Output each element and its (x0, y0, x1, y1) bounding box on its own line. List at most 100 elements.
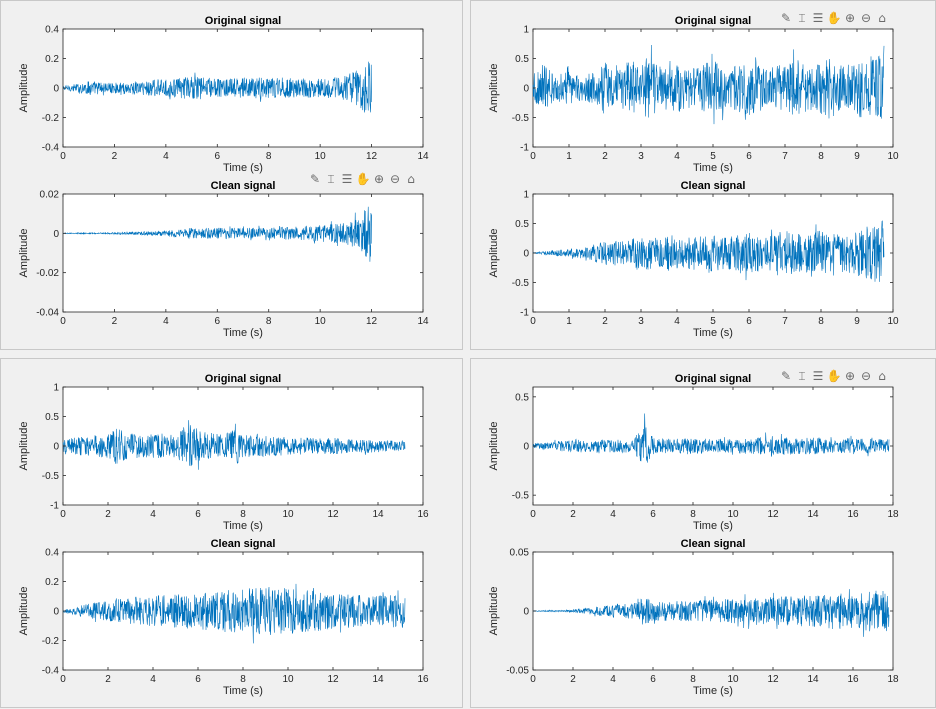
home-icon[interactable]: ⌂ (878, 369, 886, 383)
x-tick-label: 0 (530, 674, 536, 685)
subplot-clean: 0 2 4 6 8 10 12 14 16 -0.4 -0.2 0 0.2 0.4 Clean signal… (18, 538, 429, 697)
data-tip-icon[interactable]: ⌶ (798, 10, 806, 25)
plot-title: Original signal (205, 373, 281, 385)
data-tip-icon[interactable]: ⌶ (798, 368, 806, 383)
x-tick-label: 2 (570, 509, 576, 520)
y-tick-label: 0.2 (45, 577, 59, 588)
x-tick-label: 4 (163, 151, 169, 162)
plot-title: Original signal (675, 15, 751, 27)
zoom-in-icon[interactable]: ⊕ (844, 11, 856, 25)
x-tick-label: 8 (818, 151, 824, 162)
x-tick-label: 14 (372, 674, 384, 685)
y-tick-label: 0.5 (515, 219, 529, 230)
x-tick-label: 4 (150, 674, 156, 685)
x-tick-label: 16 (847, 509, 859, 520)
x-tick-label: 16 (847, 674, 859, 685)
y-tick-label: 1 (523, 25, 529, 36)
figure-toolbar: ✎ ⌶ ☰ ✋ ⊕ ⊖ ⌂ (779, 10, 889, 26)
x-tick-label: 6 (215, 151, 221, 162)
y-tick-label: 0.5 (515, 54, 529, 65)
x-tick-label: 9 (854, 151, 860, 162)
zoom-out-icon[interactable]: ⊖ (860, 369, 872, 383)
zoom-in-icon[interactable]: ⊕ (844, 369, 856, 383)
pan-icon[interactable]: ✋ (826, 11, 842, 25)
x-tick-label: 3 (638, 316, 644, 327)
y-tick-label: 0 (523, 249, 529, 260)
y-tick-label: 0.5 (45, 412, 59, 423)
zoom-out-icon[interactable]: ⊖ (389, 172, 401, 186)
x-tick-label: 12 (327, 509, 339, 520)
x-tick-label: 5 (710, 151, 716, 162)
x-tick-label: 3 (638, 151, 644, 162)
x-tick-label: 12 (767, 509, 779, 520)
y-tick-label: -1 (520, 143, 529, 154)
x-tick-label: 6 (746, 151, 752, 162)
y-tick-label: 0 (53, 229, 59, 240)
x-axis-label: Time (s) (693, 327, 733, 339)
y-tick-label: 0 (523, 84, 529, 95)
signal-trace (532, 589, 890, 637)
subplot-original: 0 2 4 6 8 10 12 14 -0.4 -0.2 0 0.2 0.4 Original signa… (18, 15, 429, 174)
x-tick-label: 2 (112, 316, 118, 327)
x-tick-label: 0 (530, 151, 536, 162)
y-tick-label: 0 (523, 607, 529, 618)
x-tick-label: 12 (366, 316, 378, 327)
y-tick-label: 0 (53, 442, 59, 453)
x-tick-label: 8 (266, 316, 272, 327)
y-tick-label: -0.5 (512, 278, 530, 289)
zoom-out-icon[interactable]: ⊖ (860, 11, 872, 25)
x-tick-label: 0 (530, 316, 536, 327)
home-icon[interactable]: ⌂ (407, 172, 415, 186)
chart-bottom-left: 0 2 4 6 8 10 12 14 16 -1 -0.5 0 0.5 1 Original signal T… (18, 373, 429, 697)
x-tick-label: 10 (887, 151, 899, 162)
data-tip-icon[interactable]: ⌶ (327, 171, 335, 186)
pan-icon[interactable]: ✋ (355, 172, 371, 186)
x-tick-label: 4 (674, 316, 680, 327)
y-tick-label: 0.4 (45, 25, 59, 36)
y-tick-label: -1 (50, 501, 59, 512)
x-tick-label: 6 (650, 674, 656, 685)
x-tick-label: 2 (105, 674, 111, 685)
legend-icon[interactable]: ☰ (341, 172, 353, 186)
y-tick-label: -0.5 (42, 471, 60, 482)
home-icon[interactable]: ⌂ (878, 11, 886, 25)
x-axis-label: Time (s) (693, 685, 733, 697)
x-tick-label: 10 (282, 509, 294, 520)
x-axis-label: Time (s) (223, 162, 263, 174)
x-tick-label: 18 (887, 674, 899, 685)
legend-icon[interactable]: ☰ (812, 369, 824, 383)
x-tick-label: 14 (417, 316, 429, 327)
subplot-clean: 0 1 2 3 4 5 6 7 8 9 10 -1 -0.5 0 0.5 1 Clean signal Time … (488, 180, 899, 339)
x-tick-label: 9 (854, 316, 860, 327)
x-tick-label: 4 (150, 509, 156, 520)
subplot-original: 0 2 4 6 8 10 12 14 16 -1 -0.5 0 0.5 1 Original signal T… (18, 373, 429, 532)
y-tick-label: -0.5 (512, 491, 530, 502)
figure-toolbar: ✎ ⌶ ☰ ✋ ⊕ ⊖ ⌂ (308, 171, 418, 187)
brush-icon[interactable]: ✎ (309, 172, 321, 186)
x-tick-label: 0 (60, 674, 66, 685)
x-tick-label: 8 (240, 674, 246, 685)
plot-area (532, 193, 894, 313)
signal-trace (62, 420, 406, 470)
x-tick-label: 14 (417, 151, 429, 162)
y-tick-label: -0.5 (512, 113, 530, 124)
x-tick-label: 6 (195, 509, 201, 520)
y-tick-label: -0.02 (36, 268, 59, 279)
legend-icon[interactable]: ☰ (812, 11, 824, 25)
x-tick-label: 6 (215, 316, 221, 327)
pan-icon[interactable]: ✋ (826, 369, 842, 383)
x-axis-label: Time (s) (693, 520, 733, 532)
brush-icon[interactable]: ✎ (780, 369, 792, 383)
figure-toolbar: ✎ ⌶ ☰ ✋ ⊕ ⊖ ⌂ (779, 368, 889, 384)
brush-icon[interactable]: ✎ (780, 11, 792, 25)
plot-area (62, 193, 424, 313)
x-tick-label: 6 (650, 509, 656, 520)
x-tick-label: 8 (690, 509, 696, 520)
y-tick-label: 0 (53, 607, 59, 618)
zoom-in-icon[interactable]: ⊕ (373, 172, 385, 186)
plot-title: Clean signal (211, 180, 276, 192)
x-tick-label: 12 (767, 674, 779, 685)
x-axis-label: Time (s) (693, 162, 733, 174)
